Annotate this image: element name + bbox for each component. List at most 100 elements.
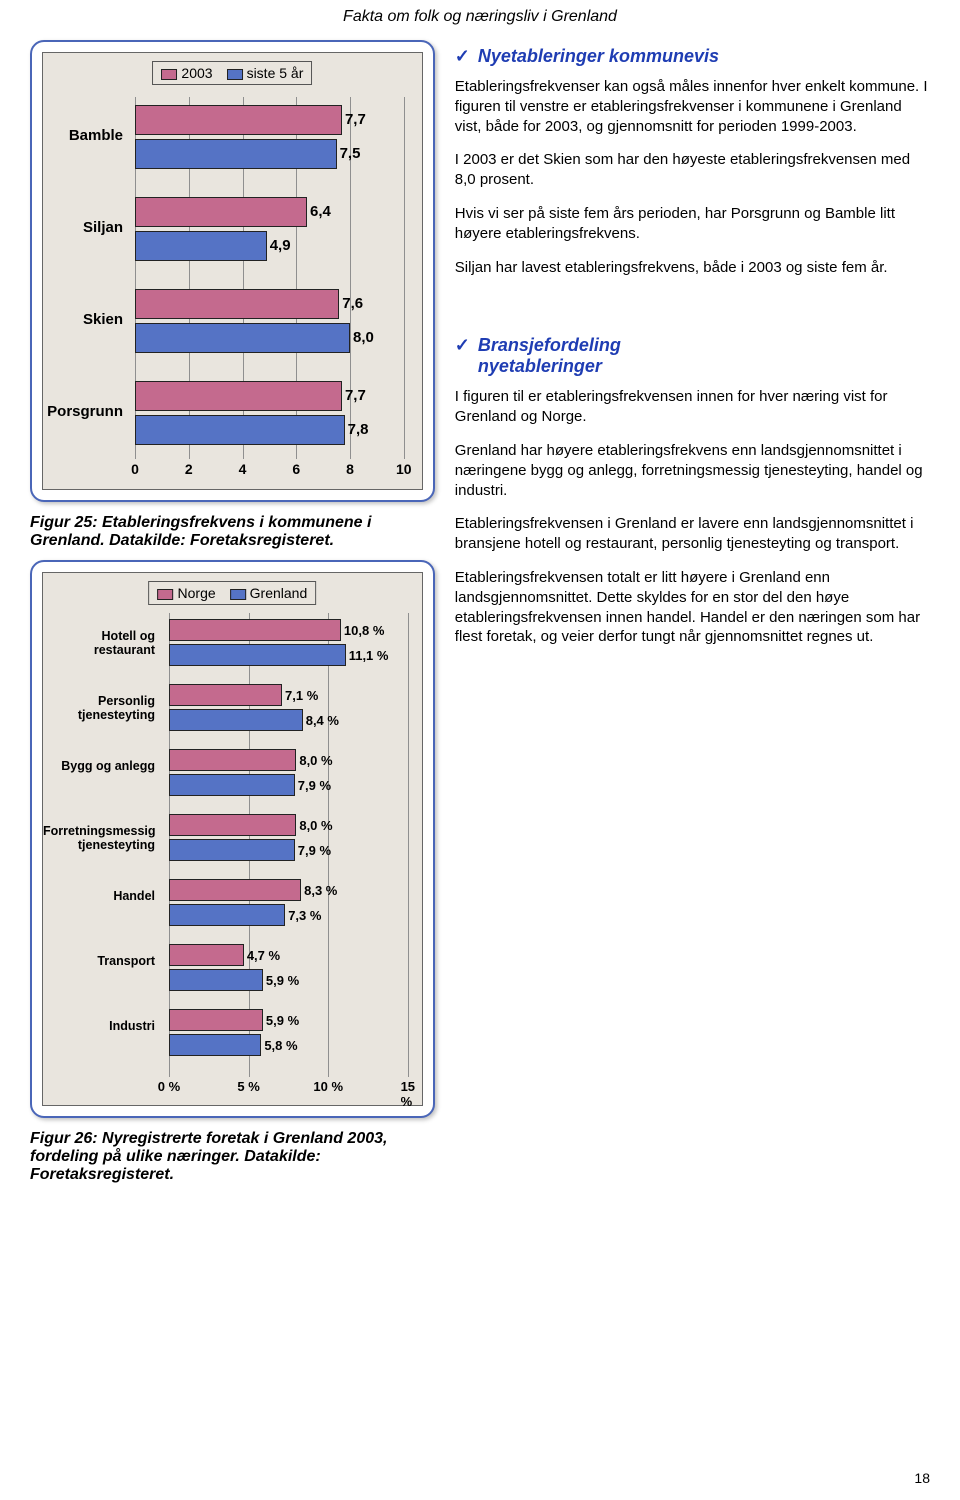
category-label: Siljan <box>43 219 131 236</box>
bar: 10,8 % <box>169 619 341 641</box>
bar-value-label: 7,5 <box>340 145 376 162</box>
check-icon: ✓ <box>455 46 470 67</box>
bar-value-label: 8,0 <box>353 329 389 346</box>
paragraph: Etableringsfrekvensen i Grenland er lave… <box>455 514 930 554</box>
x-tick: 6 <box>292 461 300 477</box>
x-tick: 0 % <box>158 1079 180 1094</box>
figure-caption-2: Figur 26: Nyregistrerte foretak i Grenla… <box>30 1130 435 1184</box>
bar: 7,7 <box>135 381 342 411</box>
bar-value-label: 4,9 <box>270 237 306 254</box>
bar-value-label: 11,1 % <box>349 648 389 663</box>
category-label: Transport <box>43 954 163 969</box>
bar-value-label: 10,8 % <box>344 623 384 638</box>
category-label: Bygg og anlegg <box>43 759 163 774</box>
x-tick: 10 <box>396 461 412 477</box>
bar: 7,1 % <box>169 684 282 706</box>
category-label: Industri <box>43 1019 163 1034</box>
bar: 5,9 % <box>169 969 263 991</box>
chart2-legend: Norge Grenland <box>149 581 317 605</box>
paragraph: Hvis vi ser på siste fem års perioden, h… <box>455 204 930 244</box>
bar-value-label: 7,1 % <box>285 688 318 703</box>
bar: 4,7 % <box>169 944 244 966</box>
chart1-plot-area: 2003 siste 5 år 7,77,56,44,97,68,07,77,8… <box>42 52 423 490</box>
bar: 7,9 % <box>169 839 295 861</box>
section1-body: Etableringsfrekvenser kan også måles inn… <box>455 77 930 277</box>
x-tick: 0 <box>131 461 139 477</box>
bar-value-label: 5,9 % <box>266 1013 299 1028</box>
section2-title-line1: Bransjefordeling <box>478 335 621 355</box>
legend-item: siste 5 år <box>227 65 304 81</box>
bar-value-label: 5,8 % <box>264 1038 297 1053</box>
bar-value-label: 8,4 % <box>306 713 339 728</box>
x-tick: 10 % <box>313 1079 343 1094</box>
paragraph: Etableringsfrekvenser kan også måles inn… <box>455 77 930 136</box>
swatch-icon <box>158 589 174 600</box>
chart1-legend: 2003 siste 5 år <box>152 61 312 85</box>
bar: 7,3 % <box>169 904 285 926</box>
swatch-icon <box>227 69 243 80</box>
category-label: Skien <box>43 311 131 328</box>
bar: 5,8 % <box>169 1034 261 1056</box>
x-tick: 15 % <box>401 1079 415 1109</box>
bar: 7,7 <box>135 105 342 135</box>
bar-value-label: 7,6 <box>342 295 378 312</box>
x-tick: 8 <box>346 461 354 477</box>
chart1-bars: 7,77,56,44,97,68,07,77,8 <box>135 97 404 459</box>
bar-value-label: 7,9 % <box>298 843 331 858</box>
category-label: Bamble <box>43 127 131 144</box>
bar: 7,8 <box>135 415 345 445</box>
figure-caption-1: Figur 25: Etableringsfrekvens i kommunen… <box>30 514 435 550</box>
swatch-icon <box>161 69 177 80</box>
section2-heading: ✓ Bransjefordeling nyetableringer <box>455 335 930 377</box>
swatch-icon <box>230 589 246 600</box>
chart2-plot-area: Norge Grenland 10,8 % 11,1 % 7,1 % 8,4 % 8,0… <box>42 572 423 1106</box>
bar: 7,9 % <box>169 774 295 796</box>
legend-label: 2003 <box>181 65 212 81</box>
paragraph: I figuren til er etableringsfrekvensen i… <box>455 387 930 427</box>
bar: 8,0 <box>135 323 350 353</box>
bar-value-label: 7,7 <box>345 111 381 128</box>
category-label: Hotell og restaurant <box>43 629 163 659</box>
bar-value-label: 8,0 % <box>299 818 332 833</box>
x-tick: 2 <box>185 461 193 477</box>
section1-title: Nyetableringer kommunevis <box>478 46 719 67</box>
bar: 8,3 % <box>169 879 301 901</box>
bar-value-label: 7,3 % <box>288 908 321 923</box>
bar-value-label: 6,4 <box>310 203 346 220</box>
bar-value-label: 7,8 <box>348 421 384 438</box>
bar-value-label: 8,3 % <box>304 883 337 898</box>
paragraph: Siljan har lavest etableringsfrekvens, b… <box>455 258 930 278</box>
paragraph: I 2003 er det Skien som har den høyeste … <box>455 150 930 190</box>
legend-item: Grenland <box>230 585 308 601</box>
section2-body: I figuren til er etableringsfrekvensen i… <box>455 387 930 647</box>
page-number: 18 <box>914 1470 930 1486</box>
section2-title-line2: nyetableringer <box>478 356 602 376</box>
bar-value-label: 7,7 <box>345 387 381 404</box>
category-label: Forretningsmessig tjenesteyting <box>43 824 163 854</box>
bar: 6,4 <box>135 197 307 227</box>
chart-industry: Norge Grenland 10,8 % 11,1 % 7,1 % 8,4 % 8,0… <box>30 560 435 1118</box>
bar: 4,9 <box>135 231 267 261</box>
bar-value-label: 8,0 % <box>299 753 332 768</box>
bar-value-label: 5,9 % <box>266 973 299 988</box>
chart1-xaxis: 0246810 <box>135 461 404 483</box>
category-label: Handel <box>43 889 163 904</box>
bar-value-label: 4,7 % <box>247 948 280 963</box>
check-icon: ✓ <box>455 335 470 356</box>
bar: 8,0 % <box>169 749 296 771</box>
bar: 8,0 % <box>169 814 296 836</box>
bar: 8,4 % <box>169 709 303 731</box>
bar: 7,6 <box>135 289 339 319</box>
category-label: Porsgrunn <box>43 403 131 420</box>
legend-item: 2003 <box>161 65 212 81</box>
paragraph: Grenland har høyere etableringsfrekvens … <box>455 441 930 500</box>
page-header: Fakta om folk og næringsliv i Grenland <box>0 0 960 40</box>
chart2-xaxis: 0 %5 %10 %15 % <box>169 1079 408 1101</box>
chart2-bars: 10,8 %11,1 %7,1 %8,4 %8,0 %7,9 %8,0 %7,9… <box>169 613 408 1077</box>
bar: 7,5 <box>135 139 337 169</box>
bar: 5,9 % <box>169 1009 263 1031</box>
chart-municipality: 2003 siste 5 år 7,77,56,44,97,68,07,77,8… <box>30 40 435 502</box>
legend-item: Norge <box>158 585 216 601</box>
bar-value-label: 7,9 % <box>298 778 331 793</box>
category-label: Personlig tjenesteyting <box>43 694 163 724</box>
